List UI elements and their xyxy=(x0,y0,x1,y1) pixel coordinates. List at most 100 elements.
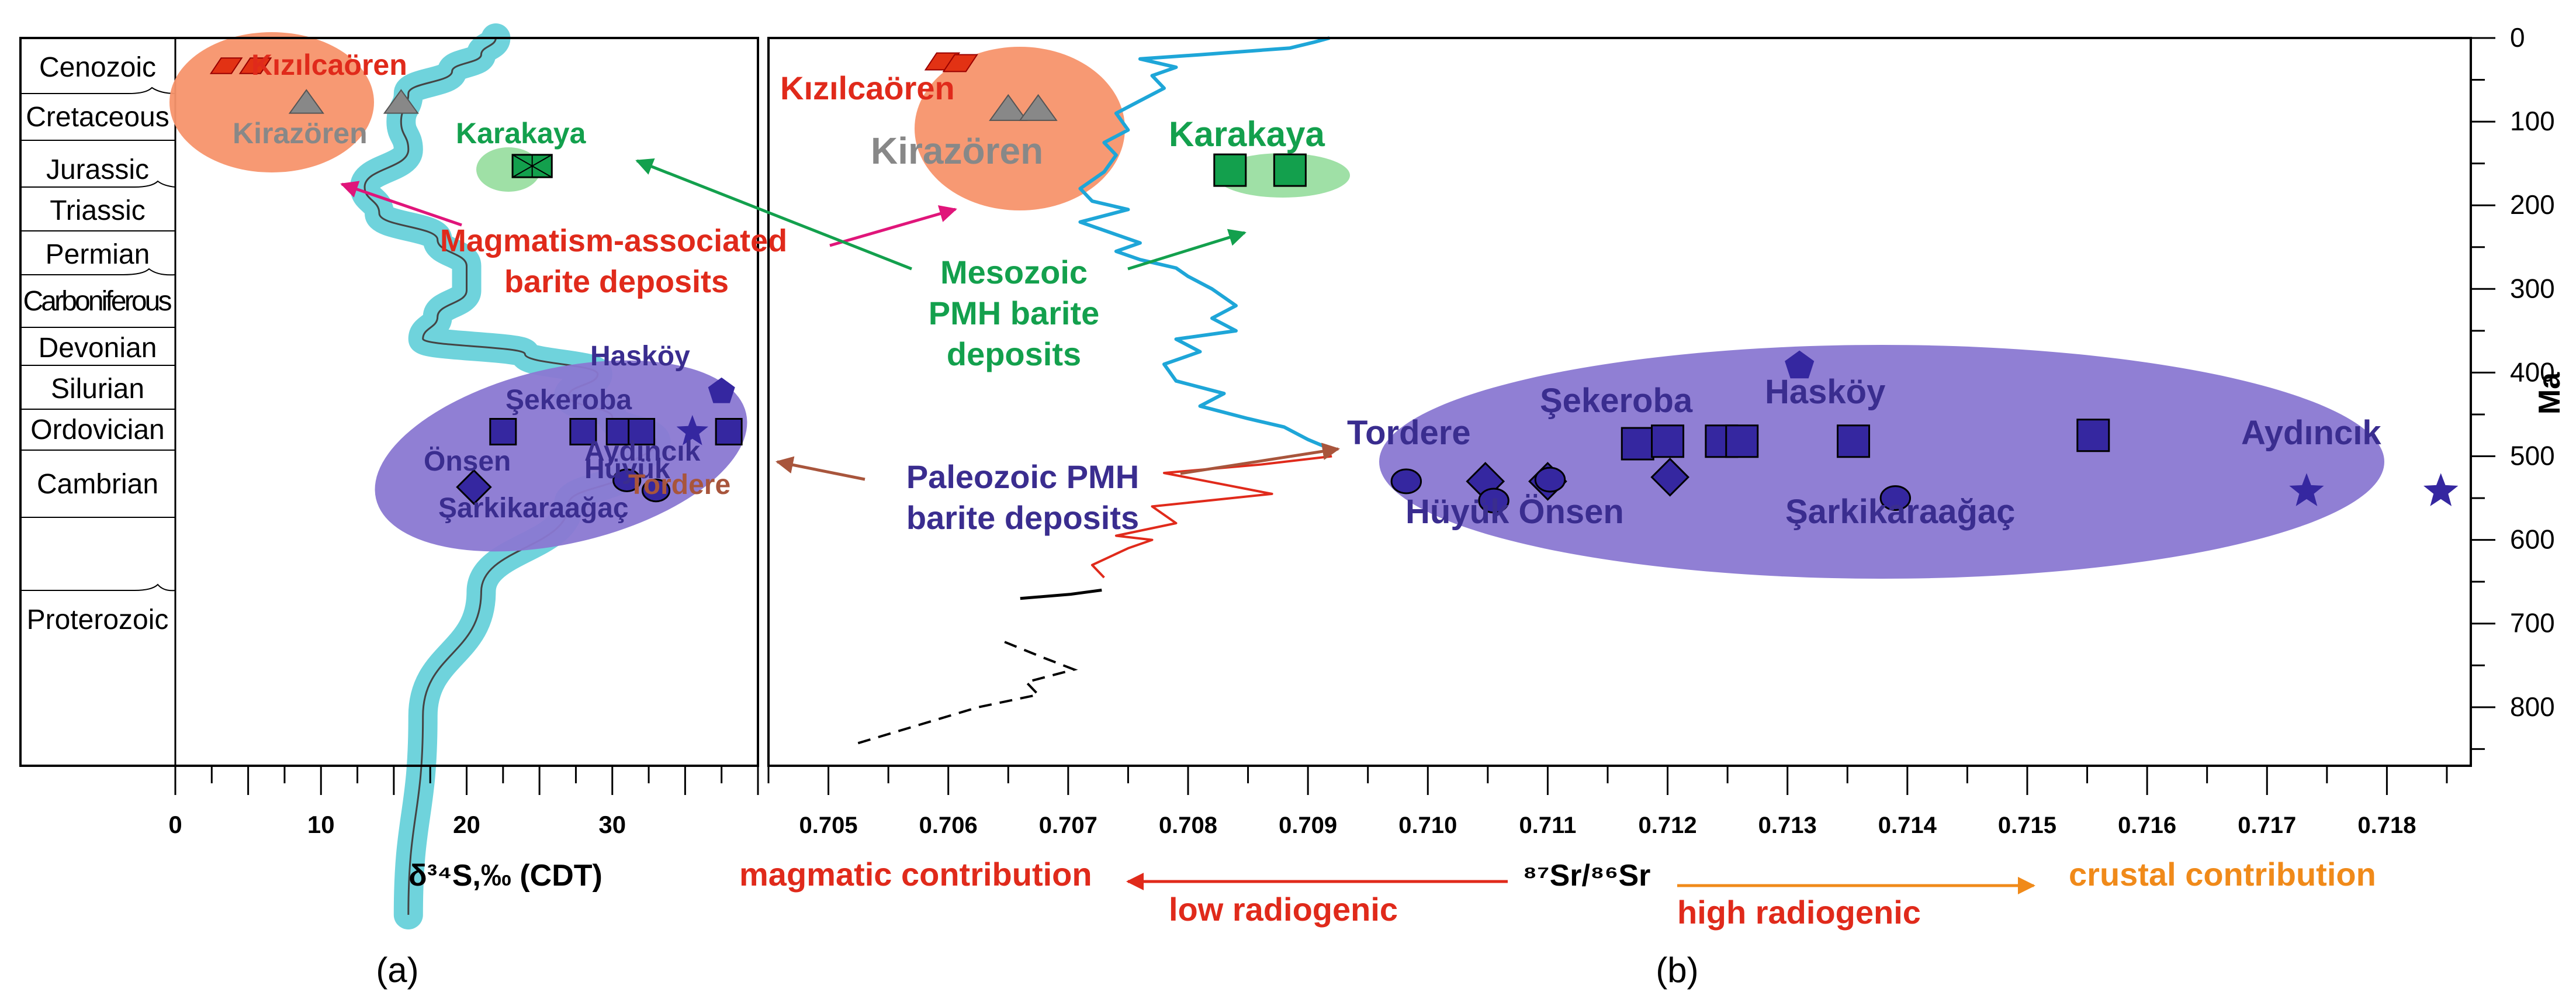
x-tick-label-b: 0.707 xyxy=(1039,813,1097,838)
label-haskoy-a: Hasköy xyxy=(590,341,690,372)
panel-b: 0 100 200 300 400 500 600 700 800 Ma Kızılcaören… xyxy=(767,22,2567,990)
period-label: Ordovician xyxy=(30,414,164,445)
label-huyuk-onsen-b: Hüyük Önsen xyxy=(1405,493,1624,531)
annotation-arrows xyxy=(340,158,1340,481)
x-axis-label-b: ⁸⁷Sr/⁸⁶Sr xyxy=(1523,859,1651,893)
y-axis-ticks-b: 0 100 200 300 400 500 600 700 800 xyxy=(2471,22,2555,750)
label-paleozoic-line2: barite deposits xyxy=(906,499,1139,536)
y-tick-label-b: 600 xyxy=(2510,524,2555,555)
y-tick-label-b: 0 xyxy=(2510,22,2525,53)
seawater-sulfur-curve xyxy=(363,37,657,915)
marker-b-triangle xyxy=(989,94,1028,121)
radiogenic-annotations: magmatic contribution low radiogenic hig… xyxy=(739,856,2376,931)
arrow-magmatism-to-a xyxy=(340,181,462,227)
label-haskoy-b: Hasköy xyxy=(1765,373,1885,411)
markers-b xyxy=(924,52,2459,514)
marker-b-star xyxy=(2423,473,2459,506)
period-labels: Cenozoic Cretaceous Jurassic Triassic Permia… xyxy=(23,52,172,635)
y-tick-label-b: 700 xyxy=(2510,608,2555,638)
marker-a-boxcross xyxy=(511,154,553,178)
period-divider xyxy=(20,87,176,94)
x-tick-label-b: 0.705 xyxy=(799,813,858,838)
label-mesozoic-line3: deposits xyxy=(947,336,1081,372)
marker-a-triangle xyxy=(383,89,419,114)
label-sekeroba-a: Şekeroba xyxy=(505,385,632,416)
neoproterozoic-sr-curve xyxy=(852,641,1078,746)
marker-a-square xyxy=(489,418,517,445)
period-column xyxy=(20,38,176,766)
x-tick-label-b: 0.714 xyxy=(1878,813,1937,838)
label-karakaya-b: Karakaya xyxy=(1169,115,1325,154)
label-magmatism-line1: Magmatism-associated xyxy=(440,223,787,258)
panel-a-frame xyxy=(19,37,759,767)
marker-a-square xyxy=(628,418,656,445)
x-tick-label-a: 0 xyxy=(168,811,182,838)
y-tick-label-b: 500 xyxy=(2510,441,2555,471)
arrow-magmatism-to-b xyxy=(829,205,957,247)
period-label: Proterozoic xyxy=(27,604,169,635)
panel-b-frame xyxy=(767,37,2472,767)
marker-b-triangle xyxy=(1019,94,1058,121)
marker-a-circle xyxy=(641,478,671,503)
x-axis-ticks-a: 0 10 20 30 xyxy=(168,766,759,838)
marker-b-square xyxy=(1213,153,1247,187)
paleozoic-ellipse-b xyxy=(1379,345,2384,579)
x-tick-label-b: 0.709 xyxy=(1279,813,1337,838)
x-tick-label-a: 20 xyxy=(453,811,480,838)
x-tick-label-b: 0.717 xyxy=(2238,813,2296,838)
ediacaran-sr-curve xyxy=(1020,589,1102,600)
marker-a-diamond xyxy=(456,469,492,505)
period-label: Carboniferous xyxy=(23,286,172,317)
paleozoic-ellipse-a xyxy=(375,360,747,552)
marker-a-triangle xyxy=(288,89,324,114)
marker-b-square xyxy=(1837,424,1871,458)
marker-b-circle xyxy=(1534,466,1566,493)
label-onsen-a: Önsen xyxy=(424,446,511,477)
period-label: Jurassic xyxy=(46,154,149,185)
marker-a-square xyxy=(715,418,743,445)
period-label: Permian xyxy=(46,239,150,270)
period-label: Devonian xyxy=(39,333,157,364)
label-aydincik-b: Aydıncık xyxy=(2241,414,2381,452)
crustal-contribution-text: crustal contribution xyxy=(2069,856,2376,893)
x-tick-label-b: 0.708 xyxy=(1159,813,1217,838)
marker-a-square xyxy=(569,418,597,445)
x-tick-label-b: 0.715 xyxy=(1998,813,2056,838)
marker-b-parallelogram xyxy=(942,54,978,72)
period-label: Cretaceous xyxy=(26,102,169,133)
panel-label-a: (a) xyxy=(376,950,418,990)
magmatic-contribution-text: magmatic contribution xyxy=(739,856,1092,893)
period-divider xyxy=(20,583,176,592)
period-label: Triassic xyxy=(50,195,146,226)
arrow-paleozoic-to-b xyxy=(1180,443,1340,475)
label-kizilcaoren-b: Kızılcaören xyxy=(780,70,955,106)
label-kizilcaoren-a: Kızılcaören xyxy=(251,49,407,81)
label-sarkikaraagac-b: Şarkikaraağaç xyxy=(1785,493,2015,531)
label-sarkikaraagac-a: Şarkikaraağaç xyxy=(438,493,629,524)
marker-b-square xyxy=(1273,153,1307,187)
label-magmatism-line2: barite deposits xyxy=(504,264,729,299)
label-sekeroba-b: Şekeroba xyxy=(1540,382,1693,420)
label-aydincik-a: Aydıncık xyxy=(584,436,701,467)
low-radiogenic-text: low radiogenic xyxy=(1169,891,1398,928)
period-divider xyxy=(20,268,176,276)
x-axis-label-a: δ³⁴S,‰ (CDT) xyxy=(408,859,603,893)
panel-label-b: (b) xyxy=(1656,950,1698,990)
label-paleozoic-line1: Paleozoic PMH xyxy=(906,458,1139,495)
label-tordere-b: Tordere xyxy=(1347,414,1471,452)
marker-b-square xyxy=(1621,427,1654,461)
label-kirazoren-a: Kirazören xyxy=(233,117,368,150)
markers-a xyxy=(209,57,743,505)
label-huyuk-a: Hüyük xyxy=(584,454,670,485)
marker-b-circle xyxy=(1390,468,1422,495)
magmatic-ellipse-b xyxy=(915,47,1125,210)
period-label: Cenozoic xyxy=(39,52,156,83)
x-tick-label-b: 0.716 xyxy=(2118,813,2176,838)
label-mesozoic-line2: PMH barite xyxy=(929,295,1100,331)
marker-b-circle xyxy=(1879,485,1912,511)
y-axis-label-b: Ma xyxy=(2533,372,2567,414)
y-tick-label-b: 300 xyxy=(2510,273,2555,303)
arrow-paleozoic-to-a xyxy=(775,456,865,481)
high-radiogenic-text: high radiogenic xyxy=(1677,894,1921,931)
